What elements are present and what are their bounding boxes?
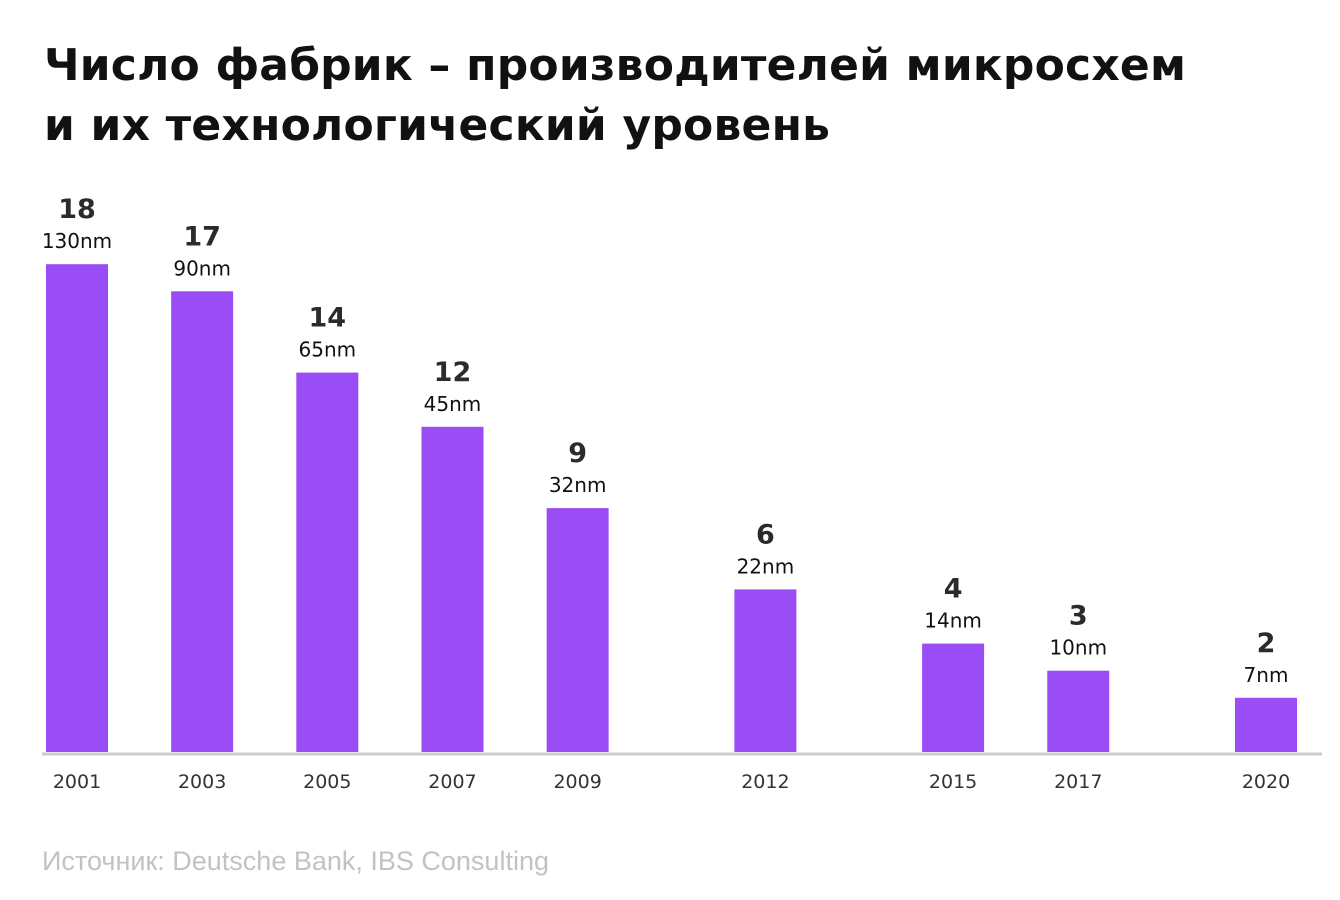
bar-node-label-2015: 14nm bbox=[924, 609, 982, 633]
bar-2005 bbox=[296, 372, 359, 752]
bar-2012 bbox=[734, 589, 797, 752]
bar-node-label-2017: 10nm bbox=[1049, 636, 1107, 660]
bar-value-label-2001: 18 bbox=[58, 194, 96, 225]
x-tick-label-2020: 2020 bbox=[1242, 771, 1290, 793]
x-tick-labels-group: 2001 2003 2005 2007 2009 2012 2015 2017 2020 bbox=[53, 771, 1290, 793]
bar-value-label-2007: 12 bbox=[434, 357, 472, 388]
bar-value-label-2009: 9 bbox=[568, 438, 587, 469]
bar-value-label-2005: 14 bbox=[309, 303, 347, 334]
bar-value-label-2003: 17 bbox=[183, 221, 221, 252]
bars-group bbox=[46, 264, 1297, 752]
x-tick-label-2015: 2015 bbox=[929, 771, 977, 793]
value-labels-group: 18 17 14 12 9 6 4 3 2 bbox=[58, 194, 1275, 659]
bar-2015 bbox=[922, 643, 985, 752]
bar-node-label-2020: 7nm bbox=[1244, 663, 1289, 687]
bar-2020 bbox=[1235, 697, 1297, 752]
bar-node-label-2001: 130nm bbox=[42, 229, 112, 253]
bar-2001 bbox=[46, 264, 108, 752]
bar-value-label-2012: 6 bbox=[756, 519, 775, 550]
bar-value-label-2020: 2 bbox=[1257, 628, 1276, 659]
bar-2017 bbox=[1047, 670, 1110, 752]
bar-node-label-2007: 45nm bbox=[424, 392, 482, 416]
bar-value-label-2017: 3 bbox=[1069, 601, 1088, 632]
x-tick-label-2001: 2001 bbox=[53, 771, 101, 793]
x-tick-label-2009: 2009 bbox=[553, 771, 601, 793]
chart-title: Число фабрик – производителей микросхем … bbox=[44, 36, 1304, 156]
chart-title-line-2: и их технологический уровень bbox=[44, 100, 831, 151]
x-tick-label-2003: 2003 bbox=[178, 771, 226, 793]
bar-node-label-2009: 32nm bbox=[549, 473, 607, 497]
x-tick-label-2007: 2007 bbox=[428, 771, 476, 793]
x-tick-label-2017: 2017 bbox=[1054, 771, 1102, 793]
bar-2003 bbox=[171, 291, 234, 752]
x-tick-label-2012: 2012 bbox=[741, 771, 789, 793]
bar-node-label-2012: 22nm bbox=[737, 554, 795, 578]
source-note: Источник: Deutsche Bank, IBS Consulting bbox=[42, 846, 549, 876]
node-labels-group: 130nm 90nm 65nm 45nm 32nm 22nm 14nm 10nm 7nm bbox=[42, 229, 1289, 687]
chart-title-line-1: Число фабрик – производителей микросхем bbox=[44, 40, 1187, 91]
bar-value-label-2015: 4 bbox=[944, 574, 963, 605]
x-tick-label-2005: 2005 bbox=[303, 771, 351, 793]
bar-2007 bbox=[421, 426, 484, 752]
bar-node-label-2005: 65nm bbox=[299, 338, 357, 362]
bar-2009 bbox=[546, 508, 609, 752]
bar-node-label-2003: 90nm bbox=[173, 256, 231, 280]
